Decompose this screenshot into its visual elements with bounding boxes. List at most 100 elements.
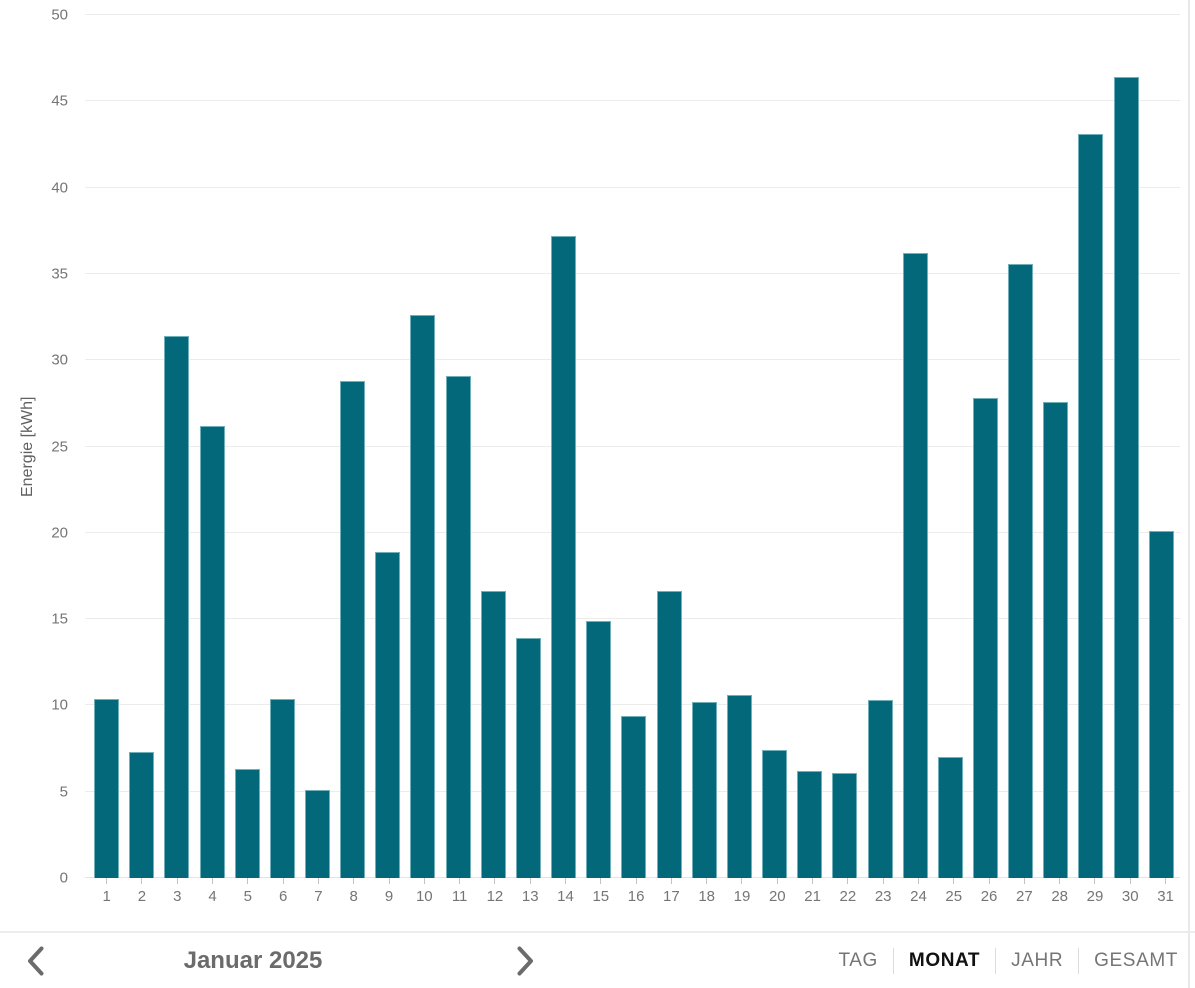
- x-tick-label: 23: [874, 888, 892, 905]
- bar-slot: [89, 15, 124, 878]
- x-cell: 19: [724, 878, 759, 905]
- bar-day-15[interactable]: [586, 620, 612, 878]
- bar-day-20[interactable]: [762, 750, 788, 878]
- x-tick-mark: [565, 878, 566, 884]
- bar-day-13[interactable]: [515, 638, 541, 878]
- tab-divider: [892, 947, 894, 974]
- x-tick-label: 3: [173, 888, 182, 905]
- x-tick-label: 18: [698, 888, 716, 905]
- bar-slot: [581, 15, 616, 878]
- x-cell: 26: [971, 878, 1006, 905]
- x-tick-mark: [1023, 878, 1025, 884]
- bar-day-30[interactable]: [1113, 77, 1139, 878]
- x-cell: 31: [1148, 878, 1183, 905]
- tab-monat[interactable]: MONAT: [908, 949, 981, 971]
- y-tick-label: 20: [51, 524, 68, 542]
- bar-day-31[interactable]: [1148, 531, 1174, 878]
- bar-day-1[interactable]: [94, 698, 120, 878]
- bar-day-11[interactable]: [445, 375, 471, 878]
- x-cell: 22: [830, 878, 865, 905]
- bar-day-21[interactable]: [797, 771, 823, 878]
- bar-day-9[interactable]: [375, 551, 401, 878]
- gridline: [85, 359, 1180, 361]
- period-tabs: TAG MONAT JAHR GESAMT: [838, 947, 1178, 974]
- x-tick-mark: [1059, 878, 1061, 884]
- x-tick-label: 16: [627, 888, 645, 905]
- bar-slot: [300, 15, 335, 878]
- bar-day-5[interactable]: [234, 769, 260, 878]
- x-tick-label: 29: [1086, 888, 1104, 905]
- x-cell: 28: [1042, 878, 1077, 905]
- bar-day-2[interactable]: [129, 752, 155, 878]
- x-cell: 25: [936, 878, 971, 905]
- bar-day-19[interactable]: [726, 695, 752, 878]
- bar-slot: [1038, 15, 1073, 878]
- bar-day-12[interactable]: [480, 591, 506, 878]
- bar-day-25[interactable]: [937, 757, 963, 878]
- bar-day-28[interactable]: [1043, 401, 1069, 878]
- y-tick-label: 30: [51, 351, 68, 369]
- bar-slot: [159, 15, 194, 878]
- y-tick-label: 15: [51, 610, 68, 628]
- x-cell: 15: [583, 878, 618, 905]
- x-cell: 24: [901, 878, 936, 905]
- bar-slot: [1073, 15, 1108, 878]
- bar-day-10[interactable]: [410, 315, 436, 878]
- bar-day-23[interactable]: [867, 700, 893, 878]
- bar-day-26[interactable]: [972, 398, 998, 878]
- x-cell: 1: [89, 878, 124, 905]
- prev-period-button[interactable]: [24, 943, 47, 979]
- bar-day-29[interactable]: [1078, 134, 1104, 878]
- right-edge-line: [1188, 0, 1190, 988]
- bar-day-3[interactable]: [164, 336, 190, 878]
- bar-day-18[interactable]: [691, 701, 717, 878]
- bar-day-24[interactable]: [902, 253, 928, 878]
- bar-day-8[interactable]: [340, 380, 366, 878]
- bar-day-6[interactable]: [269, 698, 295, 878]
- x-tick-mark: [776, 878, 778, 884]
- tab-tag[interactable]: TAG: [838, 949, 878, 971]
- x-tick-label: 19: [733, 888, 751, 905]
- y-tick-label: 10: [51, 696, 68, 714]
- period-label: Januar 2025: [183, 946, 323, 974]
- next-period-button[interactable]: [514, 943, 537, 979]
- x-tick-label: 12: [486, 888, 504, 905]
- y-tick-label: 25: [51, 438, 68, 455]
- y-tick-label: 40: [51, 179, 68, 197]
- bar-slot: [194, 15, 229, 878]
- gridline: [85, 100, 1180, 102]
- bar-day-7[interactable]: [305, 789, 331, 878]
- x-tick-mark: [212, 878, 214, 884]
- bar-day-27[interactable]: [1008, 263, 1034, 878]
- x-cell: 8: [336, 878, 371, 905]
- tab-gesamt[interactable]: GESAMT: [1094, 949, 1178, 971]
- bar-day-4[interactable]: [199, 425, 225, 878]
- x-cell: 29: [1077, 878, 1112, 905]
- x-tick-label: 28: [1051, 888, 1068, 905]
- x-tick-label: 26: [980, 888, 998, 905]
- x-tick-mark: [917, 878, 919, 884]
- x-tick-mark: [635, 878, 637, 884]
- x-tick-label: 15: [592, 888, 610, 905]
- bar-day-22[interactable]: [832, 772, 858, 878]
- x-tick-label: 6: [278, 888, 288, 905]
- x-tick-mark: [600, 878, 602, 884]
- x-cell: 30: [1113, 878, 1148, 905]
- x-tick-mark: [529, 878, 531, 884]
- bar-day-17[interactable]: [656, 591, 682, 878]
- bar-slot: [546, 15, 581, 878]
- x-tick-mark: [106, 878, 108, 884]
- x-tick-mark: [141, 878, 143, 884]
- bar-slot: [370, 15, 405, 878]
- x-tick-mark: [812, 878, 814, 884]
- x-tick-label: 27: [1016, 888, 1033, 905]
- x-tick-mark: [741, 878, 743, 884]
- tab-jahr[interactable]: JAHR: [1011, 949, 1064, 971]
- bar-day-16[interactable]: [621, 715, 647, 878]
- x-cell: 14: [548, 878, 583, 905]
- x-tick-label: 8: [349, 888, 358, 905]
- bar-day-14[interactable]: [551, 235, 577, 878]
- x-tick-mark: [459, 878, 461, 884]
- bar-slot: [335, 15, 370, 878]
